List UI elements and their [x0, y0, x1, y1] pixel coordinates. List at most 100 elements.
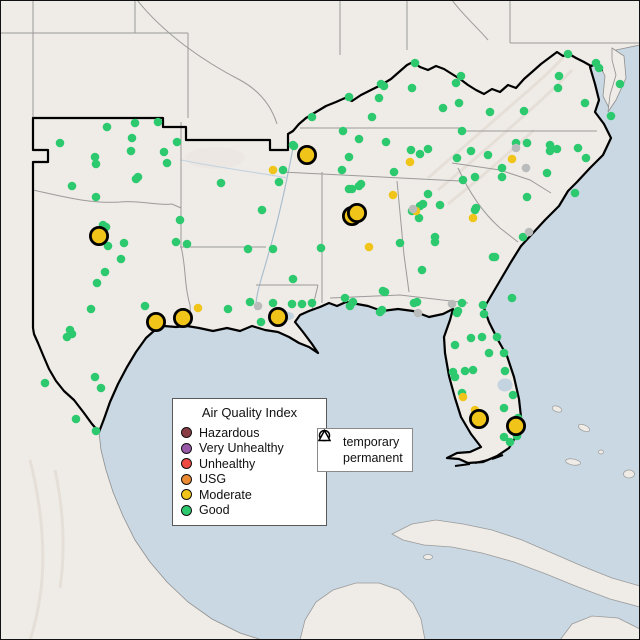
isla-juventud-land — [423, 554, 433, 560]
station-dot-good — [289, 141, 299, 151]
station-dot-good — [453, 306, 463, 316]
station-dot-good — [67, 181, 77, 191]
station-dot-good — [90, 372, 100, 382]
station-dot-good — [62, 332, 72, 342]
station-dot-good — [92, 278, 102, 288]
lake-okeechobee — [497, 378, 513, 392]
aqi-legend-items: Hazardous Very Unhealthy Unhealthy USG Moder… — [181, 425, 318, 518]
station-dot-moderate — [405, 157, 415, 167]
temporary-station-marker — [89, 225, 110, 246]
station-dot-good — [162, 158, 172, 168]
station-dot-good — [96, 383, 106, 393]
legend-color-swatch — [181, 504, 192, 516]
station-dot-good — [519, 106, 529, 116]
station-dot-good — [159, 147, 169, 157]
station-dot-good — [505, 437, 515, 447]
legend-color-swatch — [181, 442, 192, 454]
station-dot-good — [418, 199, 428, 209]
station-dot-good — [216, 178, 226, 188]
station-dot-good — [91, 159, 101, 169]
station-dot-good — [553, 83, 563, 93]
station-dot-good — [256, 317, 266, 327]
station-dot-good — [119, 238, 129, 248]
station-dot-good — [456, 71, 466, 81]
station-dot-good — [91, 426, 101, 436]
station-dot-moderate — [193, 303, 203, 313]
station-dot-missing — [447, 299, 457, 309]
station-dot-good — [90, 152, 100, 162]
station-dot-good — [278, 165, 288, 175]
station-dot-good — [126, 146, 136, 156]
station-dot-good — [417, 265, 427, 275]
delmarva-land — [607, 47, 627, 113]
legend-item-moderate: Moderate — [181, 487, 318, 503]
temporary-station-marker — [468, 408, 489, 429]
station-dot-good — [615, 79, 625, 89]
station-dot-good — [268, 244, 278, 254]
station-dot-good — [454, 98, 464, 108]
station-dot-good — [414, 213, 424, 223]
station-dot-good — [450, 340, 460, 350]
station-dot-good — [490, 252, 500, 262]
station-dot-good — [484, 348, 494, 358]
station-dot-moderate — [268, 165, 278, 175]
station-dot-good — [499, 348, 509, 358]
bahamas-islands — [551, 405, 635, 479]
station-dot-good — [415, 149, 425, 159]
station-dot-good — [478, 300, 488, 310]
station-dot-good — [466, 333, 476, 343]
station-dot-good — [182, 239, 192, 249]
station-dot-good — [508, 390, 518, 400]
station-dot-good — [347, 184, 357, 194]
legend-color-swatch — [181, 489, 192, 501]
station-dot-good — [257, 205, 267, 215]
florida-keys — [454, 454, 504, 467]
legend-item-label: Very Unhealthy — [199, 441, 284, 456]
station-dot-moderate — [507, 154, 517, 164]
station-dot-good — [518, 232, 528, 242]
station-dot-good — [171, 237, 181, 247]
station-dot-good — [172, 137, 182, 147]
station-dot-good — [407, 83, 417, 93]
station-dot-good — [581, 153, 591, 163]
station-dot-good — [466, 146, 476, 156]
station-dot-good — [130, 118, 140, 128]
station-dot-moderate — [388, 190, 398, 200]
station-dot-good — [499, 432, 509, 442]
station-dot-good — [573, 143, 583, 153]
station-dot-moderate — [364, 242, 374, 252]
permanent-triangle-icon — [318, 429, 338, 465]
station-dot-missing — [253, 301, 263, 311]
hispaniola-land — [559, 615, 640, 640]
region-coastline — [97, 60, 613, 465]
station-dot-good — [594, 63, 604, 73]
permanent-label: permanent — [343, 451, 403, 465]
station-dot-good — [468, 365, 478, 375]
station-dot-good — [563, 49, 573, 59]
station-dot-good — [288, 274, 298, 284]
station-dot-good — [545, 140, 555, 150]
aqi-legend: Air Quality Index Hazardous Very Unhealth… — [172, 398, 327, 526]
temporary-station-marker — [346, 202, 367, 223]
legend-color-swatch — [181, 427, 192, 439]
station-dot-good — [545, 146, 555, 156]
station-dot-good — [542, 168, 552, 178]
station-dot-good — [307, 112, 317, 122]
station-dot-good — [395, 238, 405, 248]
legend-item-permanent: permanent — [318, 429, 406, 466]
station-dot-good — [103, 241, 113, 251]
legend-item-label: Unhealthy — [199, 456, 256, 471]
station-dot-good — [116, 254, 126, 264]
station-dot-good — [438, 103, 448, 113]
arkansas-river — [180, 159, 289, 179]
temporary-station-marker — [172, 307, 193, 328]
station-dot-good — [127, 133, 137, 143]
station-dot-missing — [413, 308, 423, 318]
station-dot-good — [175, 215, 185, 225]
legend-item-label: Moderate — [199, 487, 252, 502]
station-dot-good — [430, 237, 440, 247]
station-dot-good — [497, 172, 507, 182]
